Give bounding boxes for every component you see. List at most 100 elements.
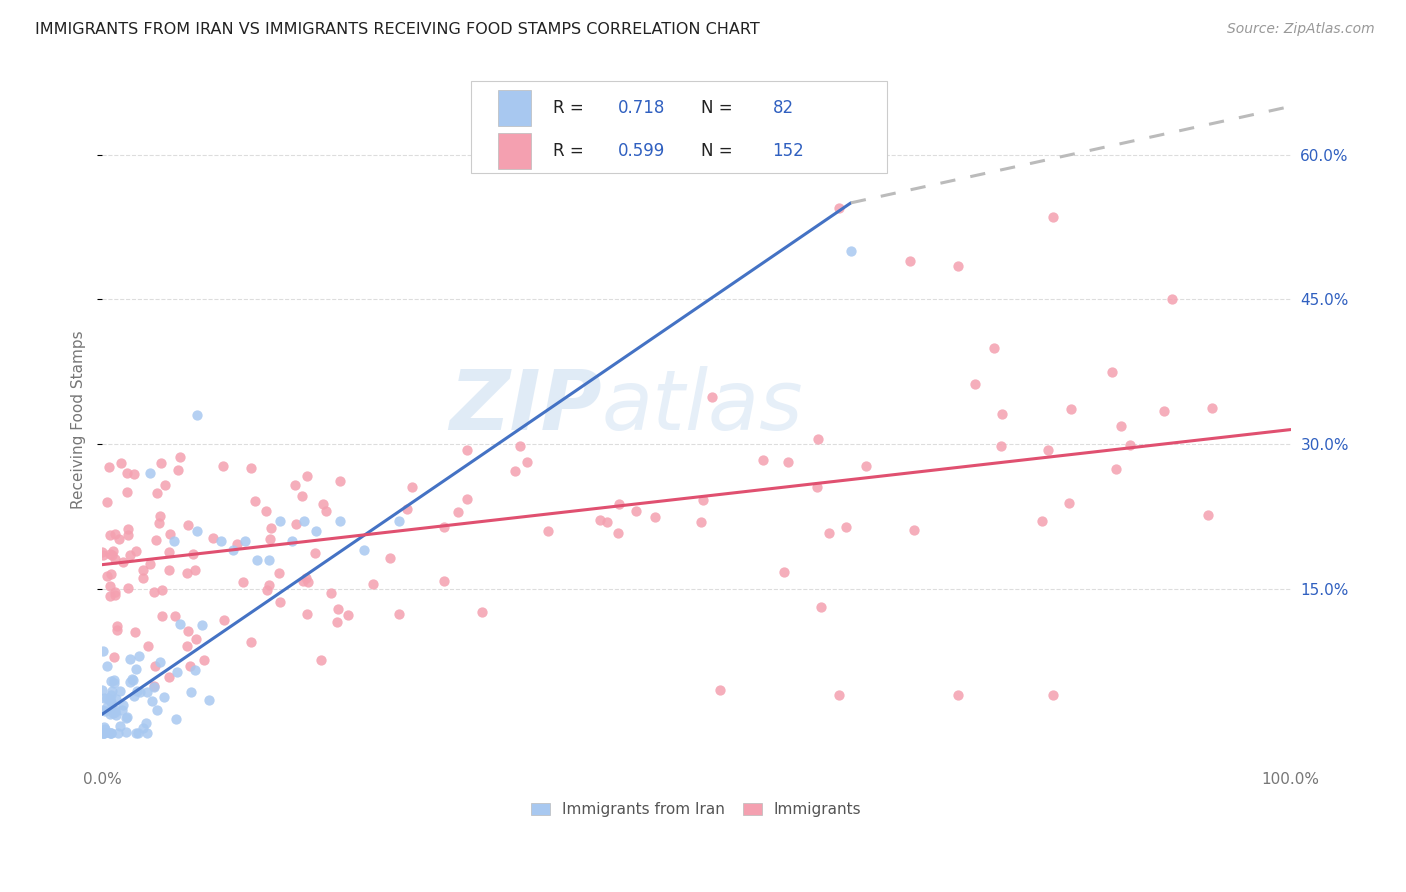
- Point: [131, 571, 153, 585]
- Point: [806, 480, 828, 494]
- Point: [148, 516, 170, 530]
- Point: [93, 722, 115, 736]
- Point: [96, 690, 118, 705]
- Point: [1119, 438, 1142, 452]
- Point: [132, 721, 155, 735]
- Point: [142, 585, 165, 599]
- Point: [232, 574, 254, 589]
- Text: 152: 152: [772, 142, 804, 160]
- Point: [117, 528, 139, 542]
- Point: [839, 244, 862, 259]
- Point: [110, 683, 132, 698]
- Y-axis label: Receiving Food Stamps: Receiving Food Stamps: [72, 331, 86, 509]
- Point: [110, 456, 132, 470]
- Point: [117, 582, 139, 596]
- Point: [91, 644, 114, 658]
- Point: [689, 515, 711, 529]
- Point: [1036, 443, 1059, 458]
- Point: [96, 569, 118, 583]
- Point: [166, 665, 188, 679]
- Point: [124, 624, 146, 639]
- Point: [963, 376, 986, 391]
- Point: [112, 698, 135, 713]
- Point: [104, 527, 127, 541]
- Point: [292, 514, 315, 528]
- Point: [100, 673, 122, 688]
- Point: [169, 450, 191, 464]
- Point: [93, 719, 115, 733]
- Point: [93, 691, 115, 706]
- Point: [186, 408, 208, 422]
- Point: [328, 601, 350, 615]
- Point: [329, 514, 352, 528]
- Point: [101, 548, 124, 562]
- Point: [433, 574, 456, 588]
- Point: [135, 726, 157, 740]
- Text: 0.599: 0.599: [619, 142, 665, 160]
- Point: [150, 609, 173, 624]
- Point: [828, 201, 851, 215]
- Point: [259, 532, 281, 546]
- Point: [145, 703, 167, 717]
- Point: [181, 547, 204, 561]
- Point: [166, 463, 188, 477]
- Point: [104, 705, 127, 719]
- Point: [117, 522, 139, 536]
- Point: [121, 672, 143, 686]
- Point: [1060, 402, 1083, 417]
- Point: [149, 655, 172, 669]
- Point: [149, 456, 172, 470]
- Point: [222, 543, 245, 558]
- Point: [456, 491, 478, 506]
- Point: [810, 599, 832, 614]
- Point: [295, 607, 318, 622]
- Point: [115, 710, 138, 724]
- Point: [91, 545, 114, 559]
- Point: [98, 590, 121, 604]
- Point: [1042, 211, 1064, 225]
- Point: [125, 543, 148, 558]
- Point: [254, 504, 277, 518]
- Point: [143, 679, 166, 693]
- Point: [291, 574, 314, 588]
- Point: [243, 494, 266, 508]
- Point: [91, 549, 114, 563]
- Point: [329, 474, 352, 488]
- Point: [145, 659, 167, 673]
- Point: [773, 565, 796, 579]
- Point: [589, 513, 612, 527]
- Point: [142, 680, 165, 694]
- Point: [211, 458, 233, 473]
- Point: [107, 726, 129, 740]
- Point: [179, 659, 201, 673]
- Point: [297, 575, 319, 590]
- Point: [294, 571, 316, 585]
- Point: [103, 544, 125, 558]
- Point: [180, 685, 202, 699]
- Point: [100, 695, 122, 709]
- Point: [269, 566, 291, 581]
- Point: [644, 510, 666, 524]
- Point: [378, 550, 401, 565]
- Point: [259, 578, 281, 592]
- Point: [98, 726, 121, 740]
- Point: [319, 586, 342, 600]
- Point: [388, 607, 411, 622]
- FancyBboxPatch shape: [498, 133, 531, 169]
- Point: [105, 619, 128, 633]
- Point: [111, 703, 134, 717]
- Point: [104, 703, 127, 717]
- Point: [129, 684, 152, 698]
- Point: [396, 501, 419, 516]
- Point: [471, 605, 494, 619]
- Point: [898, 253, 921, 268]
- Point: [401, 480, 423, 494]
- Point: [447, 505, 470, 519]
- Point: [120, 675, 142, 690]
- Point: [91, 703, 114, 717]
- Point: [1160, 293, 1182, 307]
- Point: [94, 704, 117, 718]
- Point: [855, 458, 877, 473]
- Point: [157, 545, 180, 559]
- Point: [284, 478, 307, 492]
